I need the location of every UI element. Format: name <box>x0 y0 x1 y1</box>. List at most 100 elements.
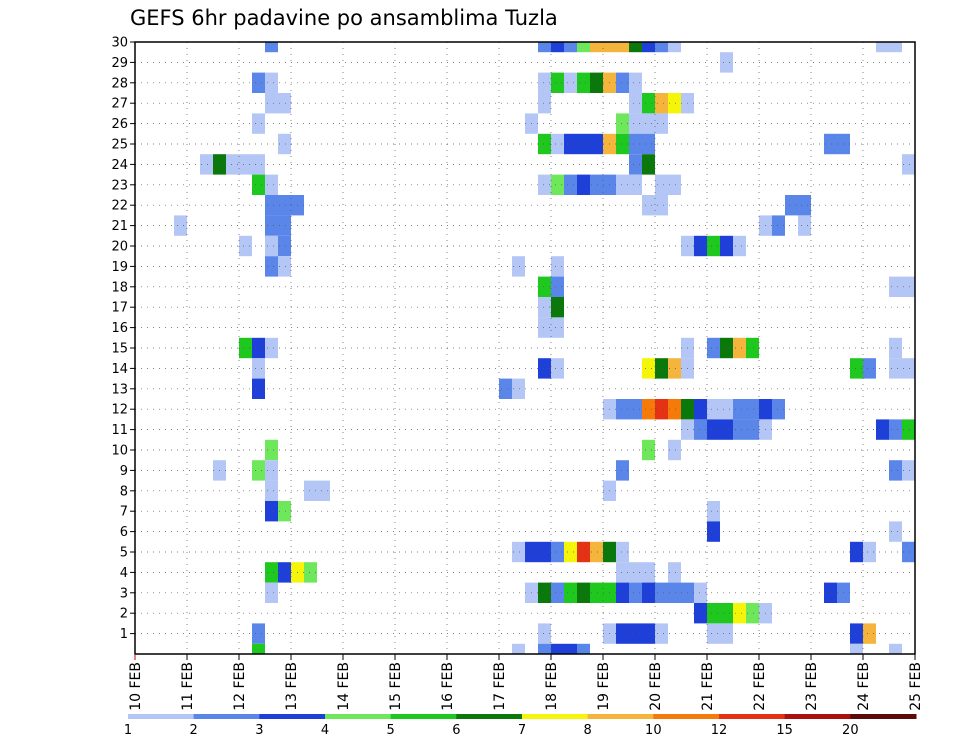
heatmap-cell <box>265 72 278 93</box>
heatmap-cell <box>629 133 642 155</box>
heatmap-cell <box>616 562 629 583</box>
heatmap-cell <box>265 460 278 481</box>
heatmap-cell <box>707 603 720 624</box>
heatmap-cell <box>798 195 811 216</box>
colorbar-label: 15 <box>776 723 793 738</box>
heatmap-cell <box>512 256 525 277</box>
heatmap-cell <box>629 582 642 603</box>
heatmap-cell <box>551 276 564 297</box>
heatmap-cell <box>590 133 603 155</box>
heatmap-cell <box>616 113 629 134</box>
heatmap-cell <box>668 358 681 379</box>
colorbar-segment <box>587 714 654 719</box>
colorbar-segment <box>522 714 589 719</box>
y-tick-label: 2 <box>120 607 128 622</box>
heatmap-cell <box>720 419 733 440</box>
heatmap-cell <box>629 623 642 644</box>
heatmap-cell <box>824 133 837 155</box>
x-axis: 10 FEB 11 FEB 12 FEB 13 FEB 14 FEB 15 FEB 16 F… <box>128 654 924 711</box>
colorbar-label: 5 <box>387 723 395 738</box>
heatmap-cell <box>694 419 707 440</box>
heatmap-cell <box>538 297 551 318</box>
heatmap-cell <box>616 399 629 420</box>
y-tick-label: 1 <box>120 627 128 642</box>
heatmap-cell <box>655 623 668 644</box>
heatmap-cell <box>278 256 291 277</box>
x-tick-label: 17 FEB <box>492 662 508 711</box>
x-tick-label: 13 FEB <box>284 662 300 711</box>
heatmap-cell <box>642 358 655 379</box>
heatmap-cell <box>694 603 707 624</box>
heatmap-cell <box>499 378 512 399</box>
heatmap-cell <box>265 501 278 522</box>
heatmap-cell <box>577 174 590 195</box>
heatmap-cell <box>642 113 655 134</box>
heatmap-cell <box>278 501 291 522</box>
heatmap-cell <box>317 480 330 501</box>
x-tick-label: 16 FEB <box>440 662 456 711</box>
heatmap-cell <box>551 541 564 563</box>
heatmap-cell <box>252 643 265 654</box>
x-tick-label: 12 FEB <box>232 662 248 711</box>
heatmap-cell <box>239 154 252 175</box>
heatmap-cell <box>538 317 551 338</box>
heatmap-cell <box>616 541 629 563</box>
y-tick-label: 22 <box>111 199 128 214</box>
heatmap-cell <box>265 235 278 257</box>
heatmap-cell <box>629 154 642 175</box>
x-tick-label: 18 FEB <box>544 662 560 711</box>
heatmap-cell <box>876 419 889 440</box>
heatmap-cell <box>551 174 564 195</box>
heatmap-cell <box>902 460 915 481</box>
heatmap-cell <box>278 195 291 216</box>
heatmap-cell <box>889 358 902 379</box>
heatmap-cell <box>304 562 317 583</box>
x-tick-label: 11 FEB <box>180 662 196 711</box>
heatmap-cell <box>265 256 278 277</box>
colorbar-segment <box>325 714 392 719</box>
heatmap-cell <box>265 195 278 216</box>
heatmap-cell <box>590 174 603 195</box>
heatmap-cell <box>551 133 564 155</box>
y-tick-label: 18 <box>111 280 128 295</box>
heatmap-cell <box>655 358 668 379</box>
heatmap-cell <box>655 582 668 603</box>
heatmap-cell <box>590 582 603 603</box>
y-tick-label: 29 <box>111 56 128 71</box>
y-tick-label: 12 <box>111 403 128 418</box>
heatmap-cell <box>707 399 720 420</box>
heatmap-cell <box>876 42 889 53</box>
heatmap-cell <box>265 439 278 461</box>
heatmap-cell <box>538 541 551 563</box>
colorbar-label: 7 <box>518 723 526 738</box>
heatmap-cell <box>564 42 577 53</box>
heatmap-cell <box>889 42 902 53</box>
heatmap-cell <box>252 72 265 93</box>
heatmap-cell <box>733 399 746 420</box>
heatmap-cell <box>538 93 551 114</box>
heatmap-cell <box>772 215 785 236</box>
heatmap-cell <box>629 562 642 583</box>
y-tick-label: 15 <box>111 342 128 357</box>
heatmap-cell <box>798 215 811 236</box>
heatmap-cell <box>278 215 291 236</box>
heatmap-cell <box>252 113 265 134</box>
heatmap-cell <box>720 235 733 257</box>
heatmap-cell <box>239 235 252 257</box>
heatmap-cell <box>655 113 668 134</box>
heatmap-cell <box>850 623 863 644</box>
y-tick-label: 26 <box>111 117 128 132</box>
colorbar-label: 2 <box>190 723 198 738</box>
x-tick-label: 10 FEB <box>128 662 144 711</box>
heatmap-cell <box>616 582 629 603</box>
heatmap-cell <box>655 93 668 114</box>
heatmap-cell <box>668 399 681 420</box>
heatmap-cell <box>265 480 278 501</box>
heatmap-cell <box>668 42 681 53</box>
colorbar-label: 10 <box>645 723 662 738</box>
heatmap-cell <box>616 72 629 93</box>
heatmap-cell <box>551 643 564 654</box>
colorbar-segment <box>259 714 326 719</box>
heatmap-cell <box>538 42 551 53</box>
